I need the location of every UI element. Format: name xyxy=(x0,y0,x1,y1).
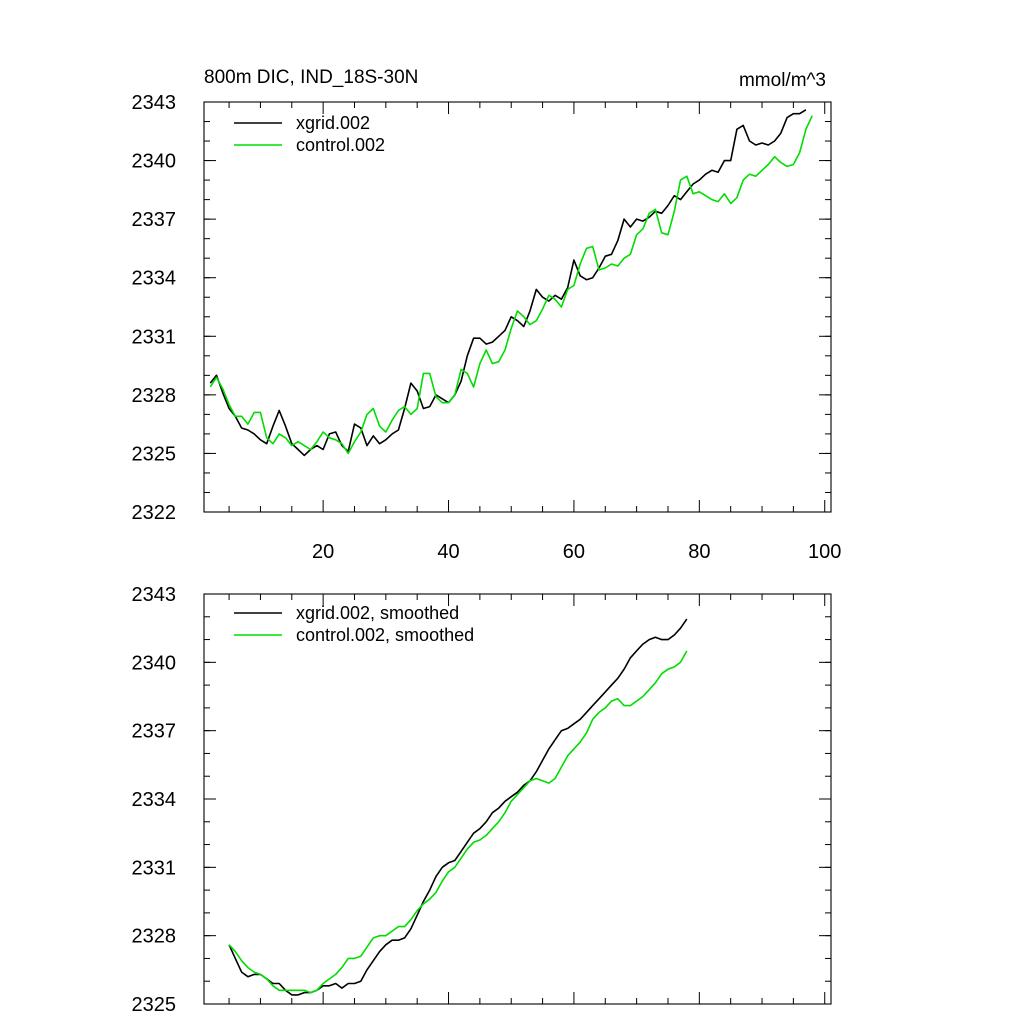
series-line-control-002 xyxy=(209,115,813,455)
x-tick-label: 100 xyxy=(808,541,841,563)
y-tick-label: 2325 xyxy=(132,443,177,465)
y-tick-label: 2328 xyxy=(132,385,177,407)
top-plot-frame xyxy=(203,101,832,513)
y-tick-label: 2334 xyxy=(132,268,177,290)
series-line-xgrid-002-smoothed xyxy=(228,618,688,996)
y-tick-label: 2331 xyxy=(132,857,177,879)
bottom-legend: xgrid.002, smoothed control.002, smoothe… xyxy=(234,603,474,645)
y-tick-label: 2343 xyxy=(132,584,177,606)
y-tick-label: 2328 xyxy=(132,926,177,948)
y-tick-label: 2325 xyxy=(132,994,177,1016)
bottom-ticks xyxy=(204,593,831,1005)
series-line-xgrid-002 xyxy=(209,109,807,457)
bottom-plot-frame xyxy=(203,593,832,1005)
top-panel: 800m DIC, IND_18S-30N mmol/m^3 232223252… xyxy=(132,67,842,563)
bottom-series xyxy=(228,618,688,996)
y-tick-label: 2331 xyxy=(132,326,177,348)
series-line-control-002-smoothed xyxy=(228,650,688,994)
y-tick-label: 2337 xyxy=(132,209,177,231)
top-series xyxy=(209,109,813,457)
legend-label-xgrid: xgrid.002 xyxy=(296,113,370,133)
top-panel-title: 800m DIC, IND_18S-30N xyxy=(204,67,418,88)
x-tick-label: 20 xyxy=(312,541,334,563)
bottom-panel: 2325 2328 2331 2334 2337 2340 2343 xgrid.002, … xyxy=(132,584,832,1016)
y-tick-label: 2334 xyxy=(132,789,177,811)
y-tick-label: 2343 xyxy=(132,92,177,114)
legend-label-control: control.002 xyxy=(296,135,385,155)
y-tick-label: 2340 xyxy=(132,652,177,674)
y-tick-label: 2337 xyxy=(132,721,177,743)
top-legend: xgrid.002 control.002 xyxy=(234,113,385,155)
bottom-tick-labels: 2325 2328 2331 2334 2337 2340 2343 xyxy=(132,584,177,1016)
top-ticks xyxy=(204,101,831,513)
y-tick-label: 2322 xyxy=(132,502,177,524)
x-tick-label: 40 xyxy=(437,541,459,563)
y-tick-label: 2340 xyxy=(132,151,177,173)
top-panel-units: mmol/m^3 xyxy=(739,70,826,91)
top-tick-labels: 2322 2325 2328 2331 2334 2337 2340 2343 20 40 60 80… xyxy=(132,92,842,563)
x-tick-label: 80 xyxy=(688,541,710,563)
legend-label-xgrid-smoothed: xgrid.002, smoothed xyxy=(296,603,459,623)
legend-label-control-smoothed: control.002, smoothed xyxy=(296,625,474,645)
x-tick-label: 60 xyxy=(563,541,585,563)
